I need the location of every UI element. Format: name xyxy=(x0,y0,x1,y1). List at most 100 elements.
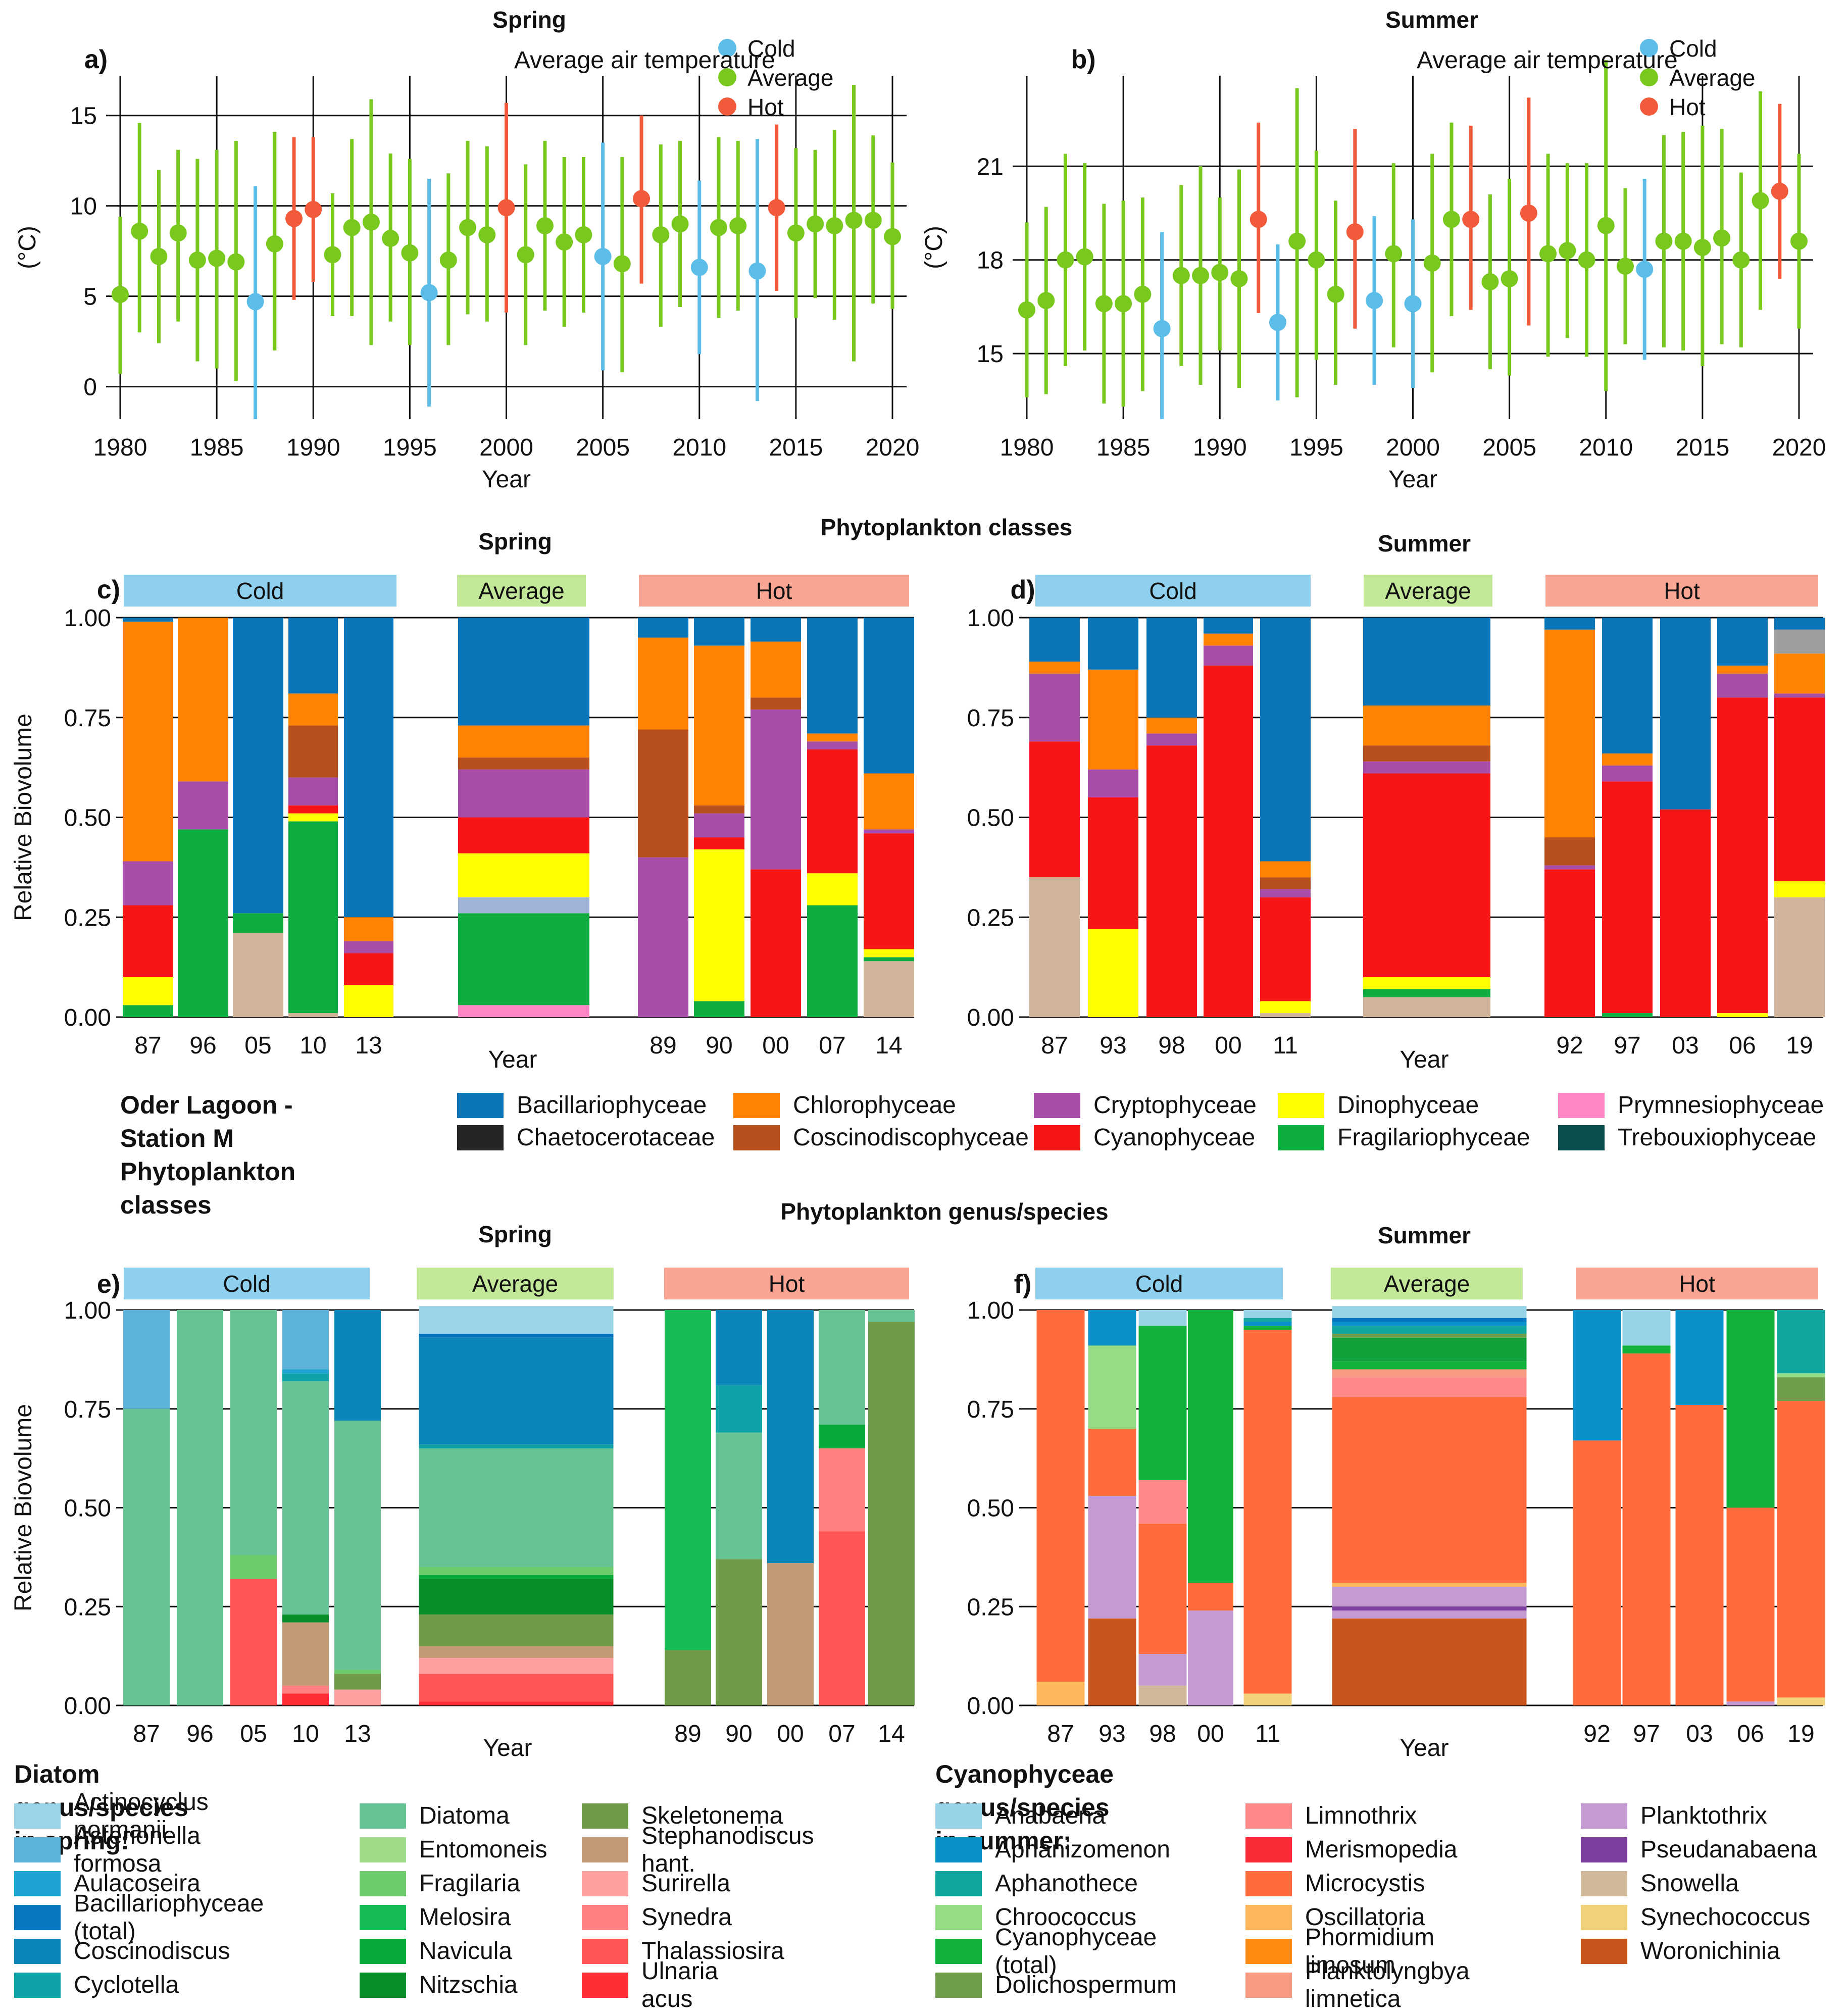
legend-swatch xyxy=(360,1871,406,1896)
y-tick-label: 0.75 xyxy=(64,1396,111,1423)
legend-label: Aphanothece xyxy=(995,1870,1138,1897)
bar-segment xyxy=(1332,1587,1527,1607)
bar-segment xyxy=(1243,1330,1292,1694)
data-point xyxy=(1327,285,1344,303)
legend-swatch xyxy=(14,1837,61,1862)
data-point xyxy=(112,286,129,304)
bar-segment xyxy=(1146,733,1197,746)
legend-label: Hot xyxy=(1669,94,1706,120)
bar-segment xyxy=(1622,1353,1671,1705)
bar-segment xyxy=(458,853,589,897)
data-point xyxy=(826,217,843,235)
y-tick-label: 0.50 xyxy=(64,1495,111,1522)
bar-segment xyxy=(1260,1001,1311,1014)
data-point xyxy=(1520,205,1537,222)
class-legend-item: Chlorophyceae xyxy=(733,1088,956,1122)
bar-year-label: 14 xyxy=(878,1721,905,1747)
bar-segment xyxy=(282,1369,329,1374)
data-point xyxy=(1230,270,1248,287)
legend-label: Dolichospermum xyxy=(995,1972,1177,1998)
bar-segment xyxy=(288,725,338,778)
bar-segment xyxy=(819,1310,865,1425)
group-header-label: Average xyxy=(1384,1271,1470,1297)
legend-swatch xyxy=(582,1803,628,1829)
legend-swatch xyxy=(935,1837,982,1862)
bar-segment xyxy=(1029,618,1080,662)
data-point xyxy=(1076,248,1093,266)
bar-segment xyxy=(1332,1322,1527,1326)
bar-segment xyxy=(1544,618,1595,630)
bar-segment xyxy=(638,857,688,1017)
bar-segment xyxy=(1332,1318,1527,1322)
data-point xyxy=(1578,251,1595,269)
legend-label: Fragilariophyceae xyxy=(1337,1124,1530,1151)
data-point xyxy=(1172,267,1190,284)
bar-segment xyxy=(1660,618,1711,810)
diatom-legend-item: Navicula xyxy=(360,1934,512,1968)
legend-label: Pseudanabaena xyxy=(1640,1836,1817,1863)
diatom-legend-item: Thalassiosira xyxy=(582,1934,784,1968)
data-point xyxy=(1288,232,1306,250)
bar-segment xyxy=(282,1381,329,1615)
bar-x-label: Year xyxy=(483,1735,532,1761)
bar-segment xyxy=(458,1005,589,1017)
legend-label: Thalassiosira xyxy=(641,1938,784,1964)
data-point xyxy=(1057,251,1074,269)
legend-label: Cold xyxy=(1669,35,1717,62)
bar-segment xyxy=(178,618,228,782)
x-tick-label: 1985 xyxy=(190,434,244,461)
legend-marker xyxy=(718,39,736,57)
class-legend-title-line1: Oder Lagoon - Station M xyxy=(120,1091,293,1152)
bar-segment xyxy=(1774,629,1825,654)
legend-swatch xyxy=(1581,1904,1627,1930)
legend-marker xyxy=(718,97,736,116)
data-point xyxy=(1713,229,1731,247)
bar-year-label: 87 xyxy=(134,1032,161,1059)
bar-segment xyxy=(1088,1496,1136,1619)
bar-segment xyxy=(1363,997,1490,1017)
bar-segment xyxy=(1602,618,1653,753)
data-point xyxy=(459,219,477,236)
bar-segment xyxy=(344,618,393,918)
legend-marker xyxy=(718,68,736,86)
x-tick-label: 2005 xyxy=(1482,434,1536,461)
bar-segment xyxy=(419,1567,614,1575)
legend-swatch xyxy=(360,1904,406,1930)
data-point xyxy=(1597,217,1615,234)
diatom-legend-item: Coscinodiscus xyxy=(14,1934,230,1968)
legend-label: Anabaena xyxy=(995,1802,1106,1829)
legend-marker xyxy=(1640,97,1658,116)
bar-segment xyxy=(282,1693,329,1705)
bar-segment xyxy=(288,693,338,726)
data-point xyxy=(285,210,303,227)
data-point xyxy=(536,217,554,235)
bar-year-label: 00 xyxy=(1197,1721,1224,1747)
x-tick-label: 1995 xyxy=(383,434,437,461)
group-header-label: Average xyxy=(478,578,565,604)
bar-segment xyxy=(1717,665,1768,674)
group-header-box xyxy=(1576,1268,1818,1299)
bar-segment xyxy=(819,1425,865,1449)
x-tick-label: 2020 xyxy=(1772,434,1826,461)
legend-swatch xyxy=(1245,1972,1292,1998)
legend-label: Phormidium limosum xyxy=(1305,1924,1435,1979)
cyano-legend-item: Oscillatoria xyxy=(1245,1900,1425,1934)
bar-segment xyxy=(458,817,589,853)
data-point xyxy=(1636,261,1654,278)
temp-panel-spring xyxy=(106,39,907,419)
bar-segment xyxy=(807,741,858,750)
group-header-box xyxy=(124,575,396,607)
data-point xyxy=(1366,292,1383,310)
bar-segment xyxy=(751,697,801,710)
bar-x-label: Year xyxy=(1400,1735,1449,1761)
data-point xyxy=(1771,182,1788,200)
bar-segment xyxy=(334,1310,381,1421)
y-tick-label: 10 xyxy=(70,193,97,220)
x-tick-label: 2015 xyxy=(1675,434,1729,461)
y-tick-label: 0.50 xyxy=(967,805,1014,832)
legend-swatch xyxy=(1034,1125,1080,1150)
data-point xyxy=(748,262,766,280)
bar-segment xyxy=(864,829,914,834)
diatom-legend-item: Aulacoseira xyxy=(14,1867,201,1900)
y-tick-label: 0.25 xyxy=(64,1594,111,1621)
